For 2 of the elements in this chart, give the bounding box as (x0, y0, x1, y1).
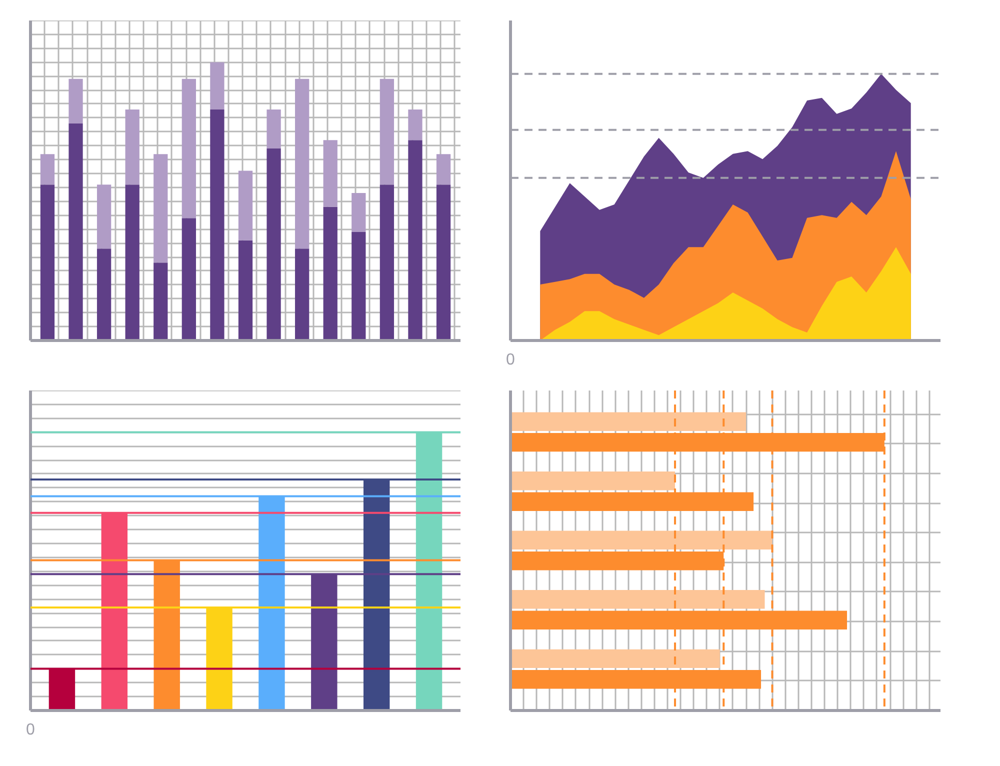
text: 0 (26, 722, 36, 738)
text: 0 (506, 352, 516, 368)
